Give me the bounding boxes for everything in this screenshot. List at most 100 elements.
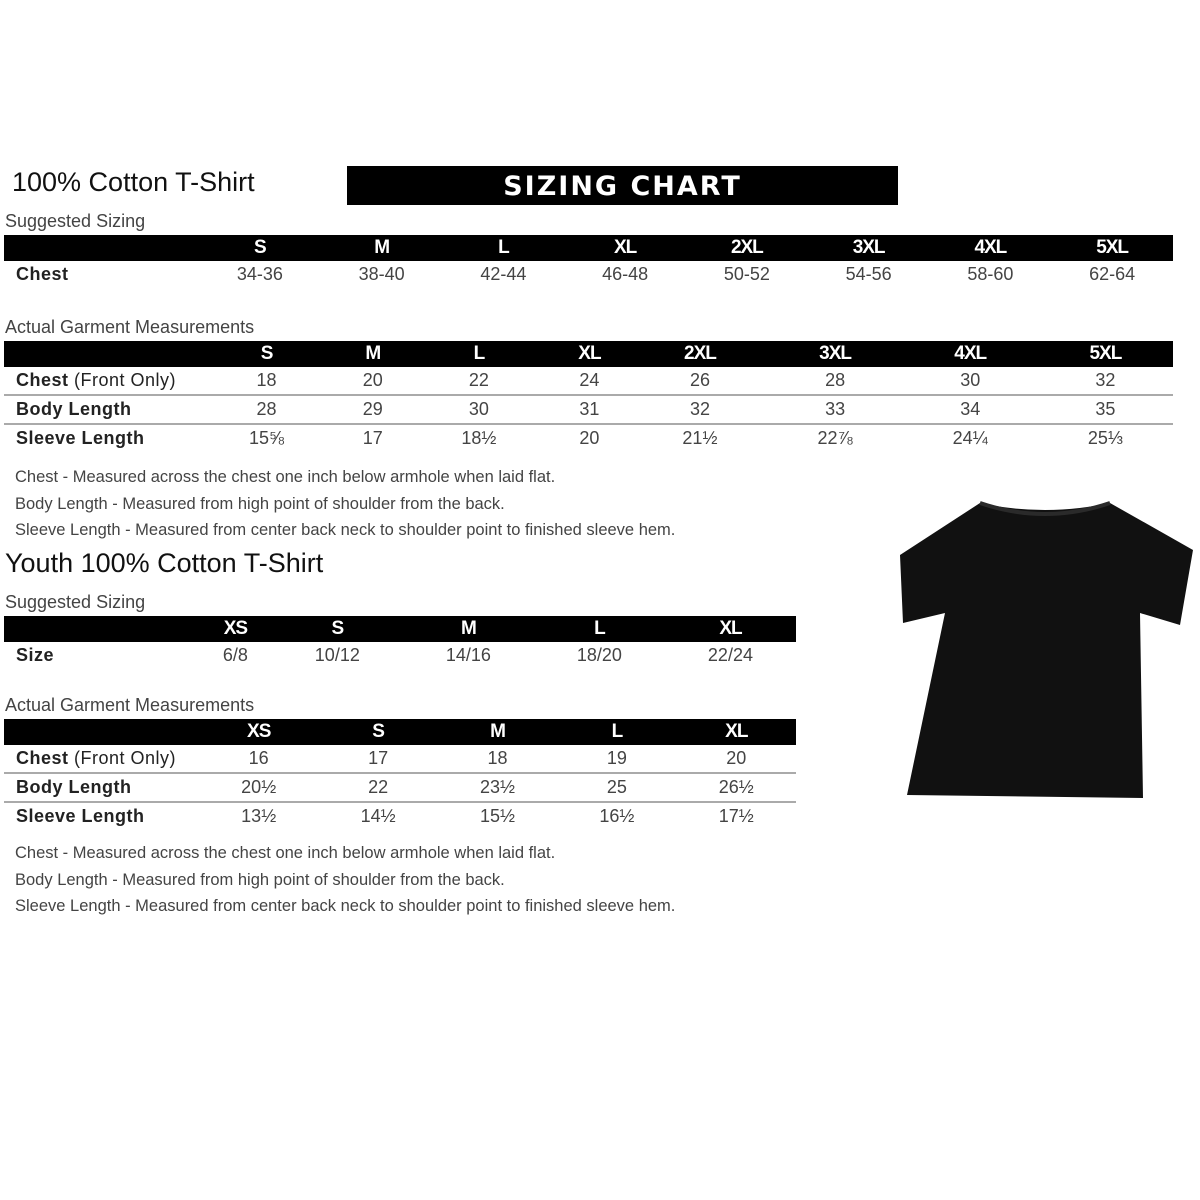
row-label: Chest	[16, 748, 69, 768]
table-cell: 22⅞	[817, 428, 853, 448]
adult-title: 100% Cotton T-Shirt	[12, 167, 255, 197]
table-cell: 17	[362, 428, 383, 448]
table-cell: 25	[557, 773, 677, 803]
table-cell: 19	[557, 745, 677, 774]
table-row: Chest (Front Only) 16 17 18 19 20	[4, 745, 796, 774]
table-row: Body Length 20½ 22 23½ 25 26½	[4, 773, 796, 803]
table-row: Body Length 28 29 30 31 32 33 34 35	[4, 395, 1173, 425]
table-cell: 15½	[479, 806, 515, 826]
table-cell: 20	[334, 367, 412, 396]
size-header: 2XL	[632, 341, 768, 367]
table-cell: 58-60	[967, 264, 1014, 284]
size-header: XL	[546, 341, 633, 367]
size-header: M	[402, 616, 534, 642]
table-cell: 21½	[682, 428, 718, 448]
table-cell: 46-48	[602, 264, 649, 284]
table-cell: 24¼	[952, 428, 988, 448]
table-row: Chest (Front Only) 18 20 22 24 26 28 30 32	[4, 367, 1173, 396]
table-cell: 32	[1037, 367, 1173, 396]
size-header: XS	[199, 719, 319, 745]
size-header: XL	[664, 616, 796, 642]
size-header: XL	[564, 235, 686, 261]
adult-notes: Chest - Measured across the chest one in…	[15, 464, 675, 544]
table-cell: 17	[318, 745, 438, 774]
table-cell: 14/16	[445, 645, 491, 665]
table-cell: 26	[632, 367, 768, 396]
table-cell: 6/8	[222, 645, 248, 665]
adult-actual-table: S M L XL 2XL 3XL 4XL 5XL Chest (Front Only) 18 20 2…	[4, 341, 1173, 452]
row-label: Chest	[16, 370, 69, 390]
size-header: S	[199, 235, 321, 261]
youth-notes: Chest - Measured across the chest one in…	[15, 840, 675, 920]
adult-suggested-label: Suggested Sizing	[5, 211, 146, 231]
table-row: Size 6/8 10/12 14/16 18/20 22/24	[4, 642, 796, 669]
note-line: Chest - Measured across the chest one in…	[15, 844, 556, 862]
youth-title: Youth 100% Cotton T-Shirt	[5, 548, 324, 578]
row-label: Sleeve Length	[16, 428, 145, 448]
table-cell: 25⅓	[1087, 428, 1123, 448]
youth-suggested-table: XS S M L XL Size 6/8 10/12 14/16 18/20 22/24	[4, 616, 796, 669]
tshirt-icon	[900, 501, 1193, 798]
table-cell: 34	[902, 395, 1038, 425]
table-cell: 13½	[241, 806, 277, 826]
size-header: M	[437, 719, 558, 745]
size-header: 3XL	[807, 235, 930, 261]
table-cell: 18/20	[576, 645, 622, 665]
table-cell: 17½	[718, 806, 754, 826]
table-cell: 23½	[437, 773, 558, 803]
row-label-suffix: (Front Only)	[74, 748, 177, 768]
table-cell: 30	[902, 367, 1038, 396]
size-header-row: S M L XL 2XL 3XL 4XL 5XL	[4, 341, 1173, 367]
size-header: XL	[676, 719, 796, 745]
size-header: M	[320, 235, 443, 261]
size-header: L	[533, 616, 665, 642]
row-label: Body Length	[16, 399, 132, 419]
size-header: S	[318, 719, 438, 745]
table-cell: 16½	[599, 806, 635, 826]
table-cell: 20½	[199, 773, 319, 803]
sizing-chart-banner: SIZING CHART	[347, 166, 898, 205]
table-row: Sleeve Length 15⅝ 17 18½ 20 21½ 22⅞ 24¼ 25⅓	[4, 424, 1173, 452]
table-cell: 16	[199, 745, 319, 774]
table-cell: 18	[199, 367, 335, 396]
row-label: Chest	[16, 264, 69, 284]
table-cell: 28	[767, 367, 903, 396]
table-cell: 22	[318, 773, 438, 803]
table-cell: 32	[632, 395, 768, 425]
table-cell: 14½	[360, 806, 396, 826]
size-header: 3XL	[767, 341, 903, 367]
size-header: 5XL	[1037, 341, 1173, 367]
youth-suggested-label: Suggested Sizing	[5, 592, 146, 612]
table-cell: 22/24	[707, 645, 753, 665]
table-cell: 18½	[461, 428, 497, 448]
table-cell: 35	[1037, 395, 1173, 425]
note-line: Body Length - Measured from high point o…	[15, 870, 505, 889]
table-cell: 10/12	[314, 645, 360, 665]
size-header: 5XL	[1051, 235, 1173, 261]
table-cell: 22	[411, 367, 547, 396]
table-row: Sleeve Length 13½ 14½ 15½ 16½ 17½	[4, 802, 796, 830]
size-header: M	[334, 341, 412, 367]
size-header-row: XS S M L XL	[4, 719, 796, 745]
table-row: Chest 34-36 38-40 42-44 46-48 50-52 54-56 58-6…	[4, 261, 1173, 288]
table-cell: 28	[199, 395, 335, 425]
youth-actual-table: XS S M L XL Chest (Front Only) 16 17 18 19 20 Body …	[4, 719, 796, 830]
table-cell: 20	[579, 428, 600, 448]
table-cell: 33	[767, 395, 903, 425]
size-header: L	[557, 719, 677, 745]
table-cell: 18	[437, 745, 558, 774]
size-header: XS	[199, 616, 272, 642]
size-header: L	[442, 235, 565, 261]
table-cell: 50-52	[723, 264, 770, 284]
table-cell: 31	[546, 395, 633, 425]
table-cell: 29	[334, 395, 412, 425]
youth-actual-label: Actual Garment Measurements	[5, 695, 255, 715]
size-header: 4XL	[929, 235, 1052, 261]
note-line: Chest - Measured across the chest one in…	[15, 468, 556, 486]
size-header: S	[271, 616, 403, 642]
size-header: 2XL	[686, 235, 808, 261]
size-header: L	[411, 341, 547, 367]
size-header-row: XS S M L XL	[4, 616, 796, 642]
table-cell: 34-36	[236, 264, 283, 284]
table-cell: 62-64	[1089, 264, 1136, 284]
